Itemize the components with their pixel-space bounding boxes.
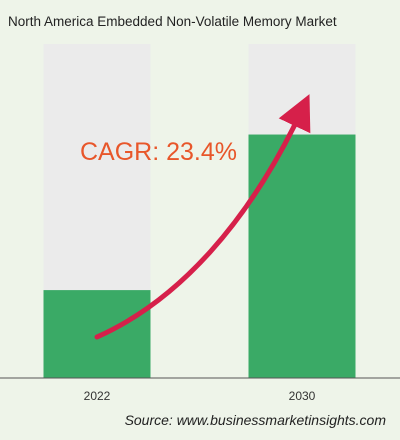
growth-arrow: [94, 94, 311, 340]
source-note: Source: www.businessmarketinsights.com: [124, 412, 386, 428]
chart-title: North America Embedded Non-Volatile Memo…: [8, 14, 337, 29]
bar-2022: [43, 290, 151, 378]
x-tick-label-2030: 2030: [289, 389, 316, 403]
bar-2030: [248, 134, 356, 378]
cagr-annotation: CAGR: 23.4%: [80, 138, 237, 166]
x-tick-label-2022: 2022: [84, 389, 111, 403]
